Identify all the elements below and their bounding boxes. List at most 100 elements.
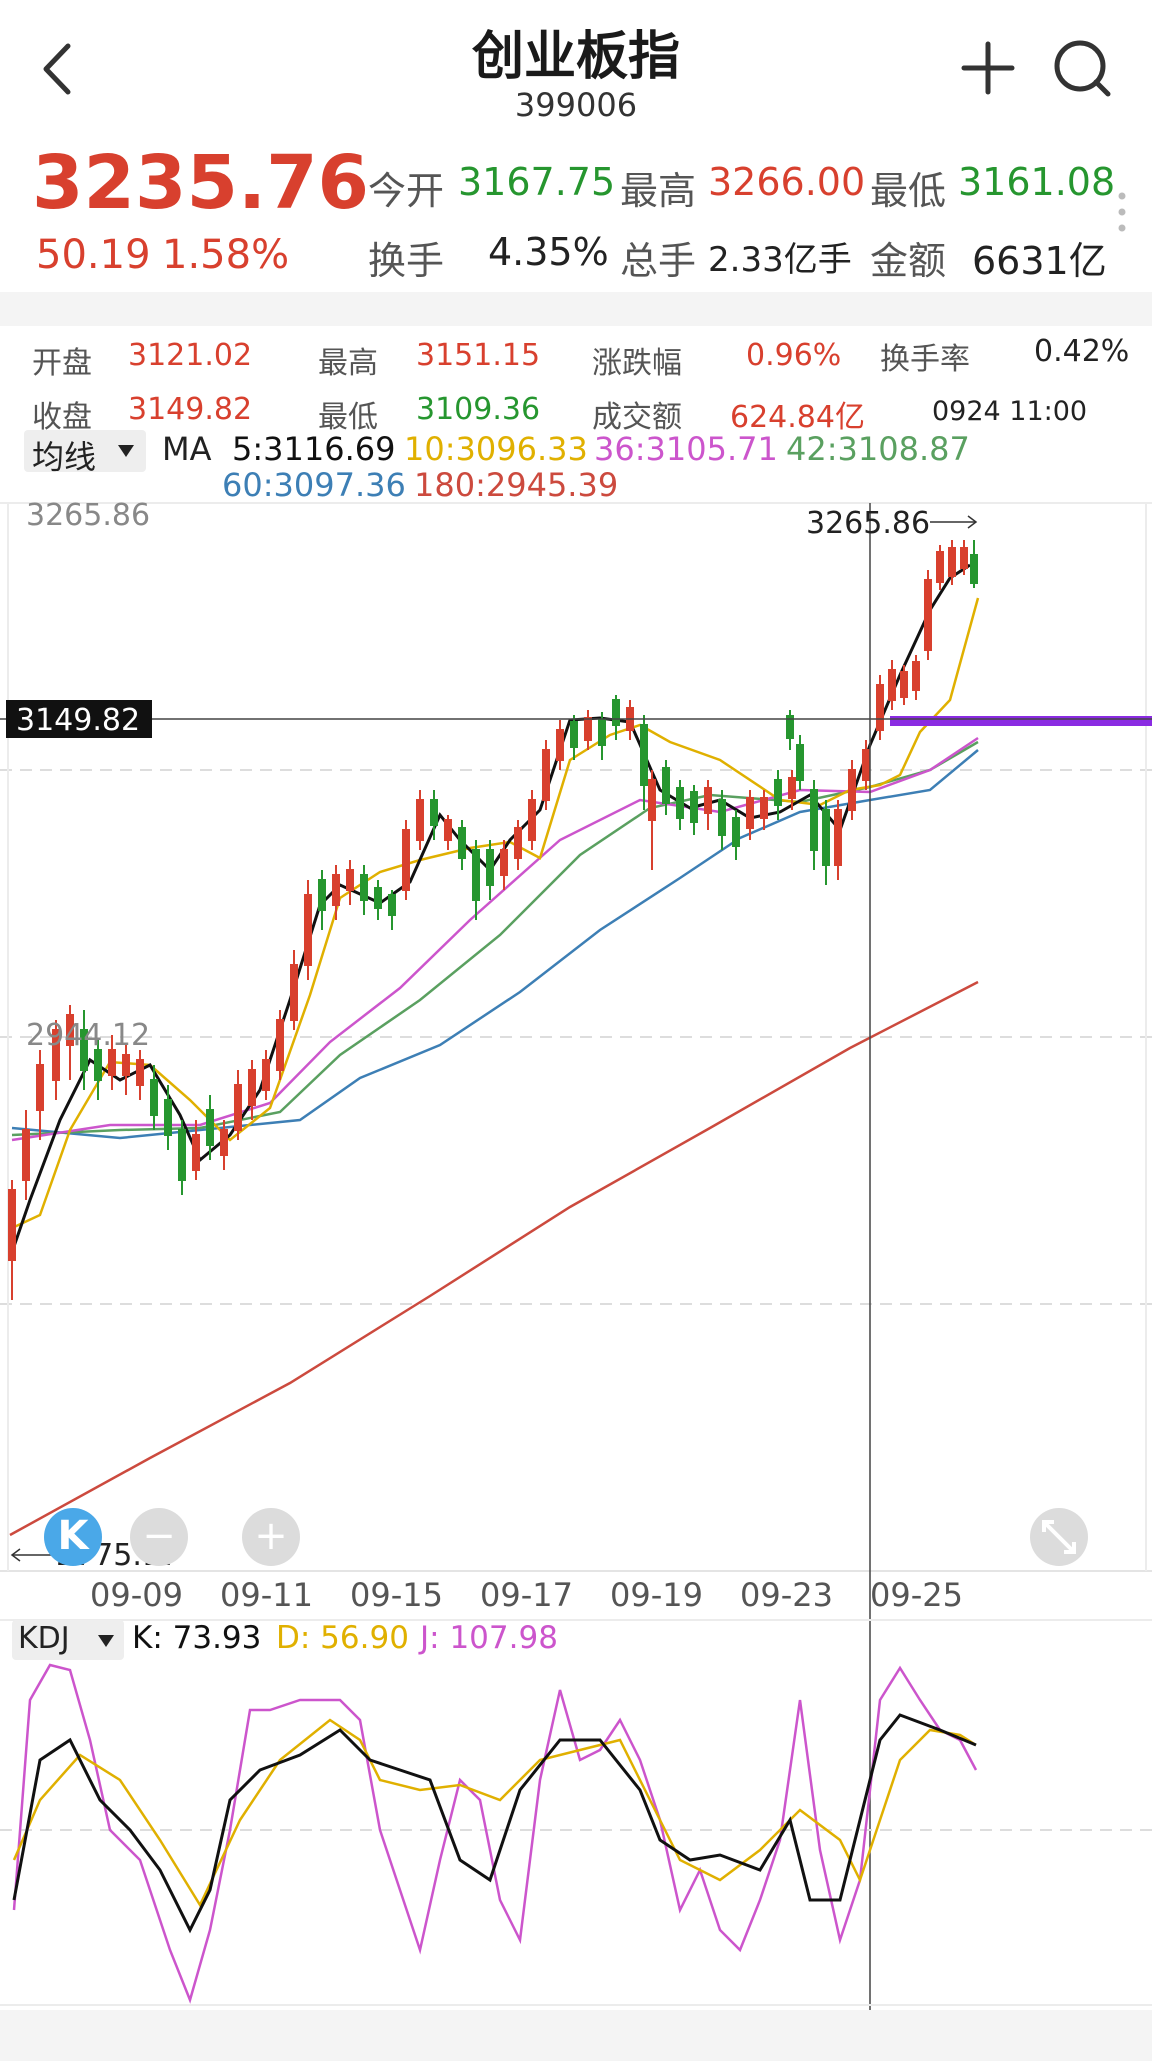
ci-amount-value: 624.84亿 bbox=[730, 400, 865, 435]
more-vertical-icon bbox=[1118, 192, 1126, 232]
candle bbox=[444, 815, 452, 850]
candle bbox=[514, 820, 522, 870]
candle bbox=[66, 1005, 74, 1080]
ci-chg-label: 涨跌幅 bbox=[592, 346, 682, 381]
candle bbox=[472, 840, 480, 920]
date-label: 09-25 bbox=[870, 1576, 963, 1614]
candle bbox=[416, 790, 424, 850]
k-toggle-button[interactable]: K bbox=[44, 1508, 102, 1566]
candle bbox=[206, 1095, 214, 1160]
ci-close-label: 收盘 bbox=[32, 400, 92, 435]
search-button[interactable] bbox=[1050, 36, 1114, 100]
candle bbox=[612, 695, 620, 740]
ci-high-value: 3151.15 bbox=[416, 338, 541, 373]
candle bbox=[430, 790, 438, 840]
candle bbox=[760, 790, 768, 830]
kdj-k-value: K: 73.93 bbox=[132, 1620, 262, 1656]
candle bbox=[718, 790, 726, 850]
volume-label: 总手 bbox=[620, 239, 697, 283]
date-label: 09-23 bbox=[740, 1576, 833, 1614]
candle bbox=[8, 1180, 16, 1300]
ci-close-value: 3149.82 bbox=[128, 392, 253, 427]
high-label: 最高 bbox=[620, 169, 697, 213]
candle bbox=[220, 1120, 228, 1170]
candle bbox=[500, 840, 508, 890]
price-change: 50.19 bbox=[36, 232, 151, 278]
candle bbox=[290, 950, 298, 1030]
current-price: 3235.76 bbox=[32, 140, 370, 226]
zoom-in-button[interactable]: + bbox=[242, 1508, 300, 1566]
ci-low-value: 3109.36 bbox=[416, 392, 541, 427]
candle bbox=[834, 800, 842, 880]
crosshair-price: 3149.82 bbox=[16, 703, 141, 738]
candle bbox=[690, 785, 698, 835]
price-marker-line bbox=[890, 716, 1152, 726]
ci-amount-label: 成交额 bbox=[592, 400, 682, 435]
candle bbox=[22, 1110, 30, 1200]
ma180-line bbox=[9, 980, 979, 1537]
volume-value: 2.33亿手 bbox=[708, 240, 852, 280]
zoom-out-icon: − bbox=[142, 1513, 176, 1559]
candle bbox=[346, 860, 354, 905]
candle bbox=[178, 1120, 186, 1195]
turnover-value: 4.35% bbox=[488, 230, 609, 274]
ma10-value: 10:3096.33 bbox=[404, 430, 588, 468]
candle bbox=[122, 1045, 130, 1095]
candle bbox=[774, 770, 782, 820]
ci-time: 0924 11:00 bbox=[932, 396, 1088, 427]
candle bbox=[970, 540, 978, 588]
amount-value: 6631亿 bbox=[972, 239, 1107, 283]
ci-chg-value: 0.96% bbox=[746, 338, 842, 373]
ma60-value: 60:3097.36 bbox=[222, 466, 406, 504]
candle bbox=[402, 820, 410, 900]
ma-prefix: MA bbox=[162, 430, 212, 468]
candle bbox=[304, 880, 312, 980]
add-button[interactable] bbox=[958, 38, 1018, 98]
plus-icon bbox=[961, 41, 1015, 95]
kdj-selector[interactable]: KDJ bbox=[12, 1620, 124, 1660]
candle bbox=[746, 790, 754, 840]
candle bbox=[876, 675, 884, 740]
ma42-value: 42:3108.87 bbox=[786, 430, 970, 468]
dropdown-arrow-icon bbox=[98, 1635, 114, 1647]
candle bbox=[862, 740, 870, 790]
candle bbox=[234, 1070, 242, 1140]
ci-turn-label: 换手率 bbox=[880, 342, 970, 377]
candle bbox=[388, 890, 396, 930]
open-label: 今开 bbox=[368, 169, 445, 213]
low-value: 3161.08 bbox=[958, 160, 1116, 204]
candle bbox=[108, 1035, 116, 1090]
zoom-out-button[interactable]: − bbox=[130, 1508, 188, 1566]
candle bbox=[732, 810, 740, 860]
ma-selector[interactable]: 均线 bbox=[24, 430, 146, 476]
candle bbox=[704, 780, 712, 830]
more-menu-button[interactable] bbox=[1114, 190, 1130, 236]
candle bbox=[150, 1065, 158, 1130]
kdj-selector-label: KDJ bbox=[18, 1621, 70, 1656]
divider-band bbox=[0, 292, 1152, 326]
candle bbox=[318, 870, 326, 930]
high-value: 3266.00 bbox=[708, 160, 866, 204]
back-button[interactable] bbox=[30, 34, 86, 104]
candle bbox=[796, 735, 804, 790]
open-value: 3167.75 bbox=[458, 160, 616, 204]
ma5-value: 5:3116.69 bbox=[232, 430, 396, 468]
candle bbox=[924, 570, 932, 660]
date-label: 09-19 bbox=[610, 1576, 703, 1614]
candles bbox=[8, 540, 978, 1300]
candle bbox=[822, 800, 830, 885]
candle bbox=[810, 780, 818, 870]
candle bbox=[788, 770, 796, 810]
candle bbox=[626, 700, 634, 740]
crosshair-price-badge: 3149.82 bbox=[6, 700, 152, 738]
date-label: 09-11 bbox=[220, 1576, 313, 1614]
candle bbox=[584, 710, 592, 750]
fullscreen-button[interactable] bbox=[1030, 1508, 1088, 1566]
candle bbox=[360, 865, 368, 915]
candle bbox=[640, 715, 648, 810]
candle bbox=[36, 1050, 44, 1140]
candle bbox=[458, 820, 466, 870]
kdj-d-line bbox=[12, 1718, 977, 1908]
y-axis-mid: 2944.12 bbox=[26, 1018, 151, 1053]
